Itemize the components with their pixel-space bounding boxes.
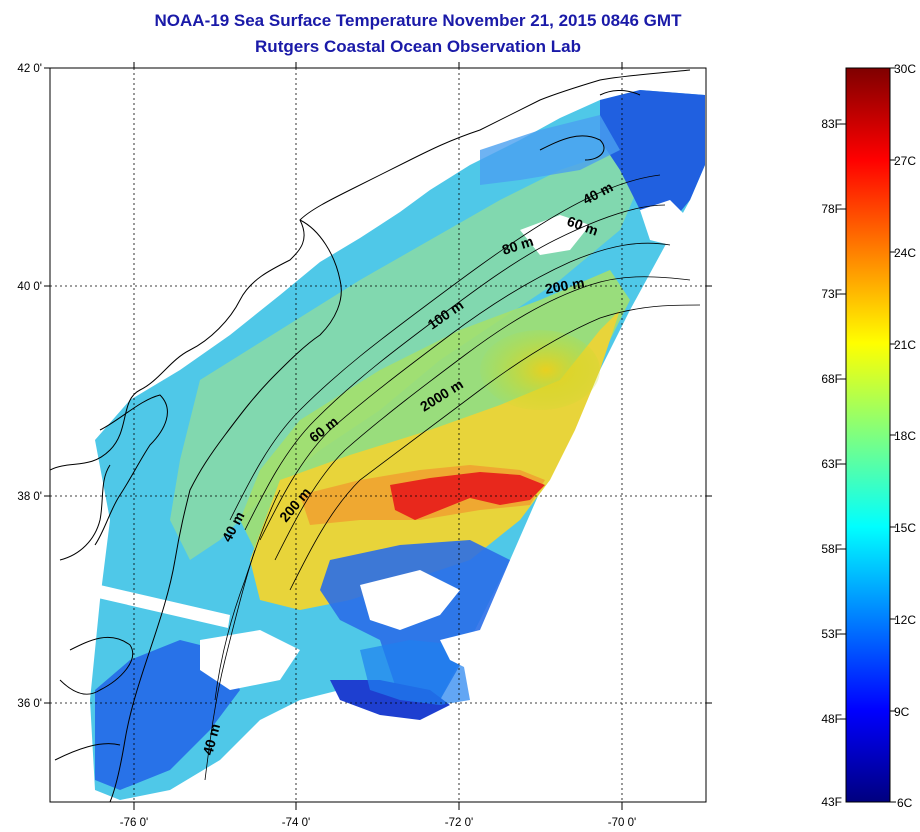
figure-subtitle: Rutgers Coastal Ocean Observation Lab	[255, 37, 581, 56]
colorbar-c-label: 21C	[894, 338, 916, 352]
lon-tick-label: -70 0'	[608, 817, 636, 829]
colorbar-f-label: 78F	[821, 202, 842, 216]
lat-lon-grid	[50, 68, 706, 802]
depth-label: 40 m	[199, 722, 223, 757]
temperature-colorbar: 83F 78F 73F 68F 63F 58F 53F 48F 43F 30C …	[821, 62, 916, 810]
sst-imagery	[90, 90, 705, 800]
colorbar-c-label: 30C	[894, 62, 916, 76]
lat-tick-label: 36 0'	[17, 698, 42, 710]
colorbar-c-label: 12C	[894, 613, 916, 627]
colorbar-c-label: 18C	[894, 429, 916, 443]
colorbar-c-label: 24C	[894, 246, 916, 260]
colorbar-f-label: 68F	[821, 372, 842, 386]
colorbar-gradient	[845, 67, 891, 803]
coastline	[50, 69, 691, 802]
colorbar-c-label: 27C	[894, 154, 916, 168]
lat-tick-label: 38 0'	[17, 491, 42, 503]
lon-tick-label: -76 0'	[120, 817, 148, 829]
colorbar-f-label: 48F	[821, 712, 842, 726]
bathymetry-contours	[204, 174, 701, 781]
lat-tick-label: 42 0'	[17, 63, 42, 75]
lon-tick-label: -74 0'	[282, 817, 310, 829]
figure-title: NOAA-19 Sea Surface Temperature November…	[155, 11, 683, 30]
colorbar-f-label: 83F	[821, 117, 842, 131]
colorbar-f-label: 73F	[821, 287, 842, 301]
colorbar-c-label: 9C	[894, 705, 910, 719]
colorbar-f-label: 63F	[821, 457, 842, 471]
colorbar-c-label: 6C	[897, 796, 913, 810]
colorbar-f-label: 58F	[821, 542, 842, 556]
lat-tick-label: 40 0'	[17, 281, 42, 293]
axis-ticks	[44, 62, 712, 810]
colorbar-c-label: 15C	[894, 521, 916, 535]
colorbar-f-label: 43F	[821, 795, 842, 809]
depth-label: 200 m	[544, 274, 586, 297]
lon-tick-label: -72 0'	[445, 817, 473, 829]
map-panel: -76 0' -74 0' -72 0' -70 0' 42 0' 40 0' …	[17, 62, 712, 829]
colorbar-f-label: 53F	[821, 627, 842, 641]
map-frame	[49, 67, 707, 803]
